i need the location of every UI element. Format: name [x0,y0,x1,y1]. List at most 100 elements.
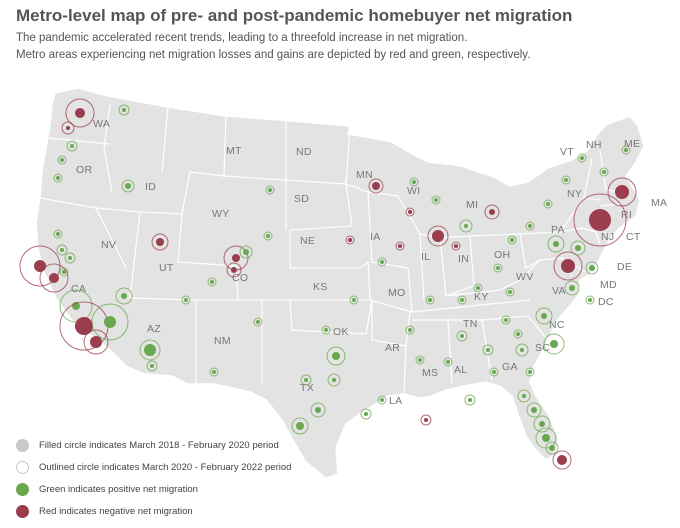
metro-filled-circle [508,290,512,294]
map-subtitle: The pandemic accelerated recent trends, … [16,30,530,64]
metro-outline-circle [327,373,341,387]
state-label-ar: AR [385,342,400,354]
state-label-md: MD [600,279,617,291]
metro-filled-circle [428,298,432,302]
metro-outline-circle [151,233,169,251]
metro-filled-circle [476,286,480,290]
metro-filled-circle [408,328,412,332]
metro-outline-circle [53,173,63,183]
state-label-ms: MS [422,367,438,379]
state-label-co: CO [232,272,248,284]
red-circle-icon [16,504,29,518]
metro-filled-circle [528,224,532,228]
metro-outline-circle [573,193,627,247]
state-label-va: VA [552,285,566,297]
state-label-tn: TN [463,318,478,330]
metro-outline-circle [543,199,553,209]
metro-outline-circle [420,414,432,426]
metro-outline-circle [409,177,419,187]
state-label-ct: CT [626,231,641,243]
metro-filled-circle [546,202,550,206]
state-labels: WA OR ID MT ND SD WY NV UT CO CA AZ NM N… [71,118,667,407]
metro-filled-circle [315,407,321,413]
metro-outline-circle [553,251,583,281]
metro-filled-circle [516,332,520,336]
state-label-wi: WI [407,185,420,197]
metro-outline-circle [57,155,67,165]
state-label-mi: MI [466,199,478,211]
metro-outline-circle [489,367,499,377]
subtitle-line-2: Metro areas experiencing net migration l… [16,49,531,61]
metro-outline-circle [599,167,609,177]
metro-outline-circle [533,415,551,433]
metro-outline-circle [209,367,219,377]
metro-filled-circle [468,398,472,402]
metro-filled-circle [460,298,464,302]
metro-filled-circle [256,320,260,324]
metro-filled-circle [446,360,450,364]
metro-outline-circle [570,240,586,256]
metro-outline-circle [431,195,441,205]
metro-outline-circle [226,262,242,278]
metro-filled-circle [232,254,240,262]
metro-markers [19,98,637,470]
metro-outline-circle [427,225,449,247]
metro-outline-circle [115,287,133,305]
metro-filled-circle [615,185,629,199]
state-label-dc: DC [598,296,614,308]
legend-label: Outlined circle indicates March 2020 - F… [39,461,292,473]
metro-filled-circle [121,293,127,299]
metro-filled-circle [231,267,237,273]
metro-filled-circle [539,421,545,427]
state-label-sd: SD [294,193,309,205]
metro-filled-circle [588,298,592,302]
metro-filled-circle [541,313,547,319]
metro-filled-circle [520,348,524,352]
metro-filled-circle [324,328,328,332]
map-legend: Filled circle indicates March 2018 - Feb… [16,434,291,522]
metro-filled-circle [418,358,422,362]
metro-outline-circle [457,295,467,305]
metro-outline-circle [493,263,503,273]
state-label-wv: WV [516,271,534,283]
metro-outline-circle [360,408,372,420]
metro-outline-circle [607,177,637,207]
metro-outline-circle [517,389,531,403]
metro-outline-circle [291,417,309,435]
state-label-tx: TX [300,382,314,394]
metro-outline-circle [263,231,273,241]
metro-outline-circle [505,287,515,297]
metro-outline-circle [310,402,326,418]
metro-filled-circle [150,364,154,368]
metro-filled-circle [184,298,188,302]
metro-outline-circle [443,357,453,367]
metro-filled-circle [602,170,606,174]
metro-outline-circle [377,395,387,405]
metro-filled-circle [348,238,352,242]
metro-filled-circle [589,209,611,231]
metro-outline-circle [349,295,359,305]
state-label-al: AL [454,364,467,376]
metro-filled-circle [528,370,532,374]
metro-filled-circle [75,108,85,118]
metro-outline-circle [207,277,217,287]
metro-outline-circle [118,104,130,116]
state-label-id: ID [145,181,156,193]
metro-outline-circle [181,295,191,305]
metro-outline-circle [377,257,387,267]
state-label-ri: RI [621,209,632,221]
metro-filled-circle [557,455,567,465]
metro-filled-circle [60,158,64,162]
metro-outline-circle [83,329,109,355]
metro-outline-circle [321,325,331,335]
metro-outline-circle [501,315,511,325]
metro-outline-circle [425,295,435,305]
metro-filled-circle [62,270,66,274]
metro-outline-circle [585,261,599,275]
metro-outline-circle [577,153,587,163]
metro-outline-circle [66,140,78,152]
metro-outline-circle [515,343,529,357]
metro-filled-circle [408,210,412,214]
